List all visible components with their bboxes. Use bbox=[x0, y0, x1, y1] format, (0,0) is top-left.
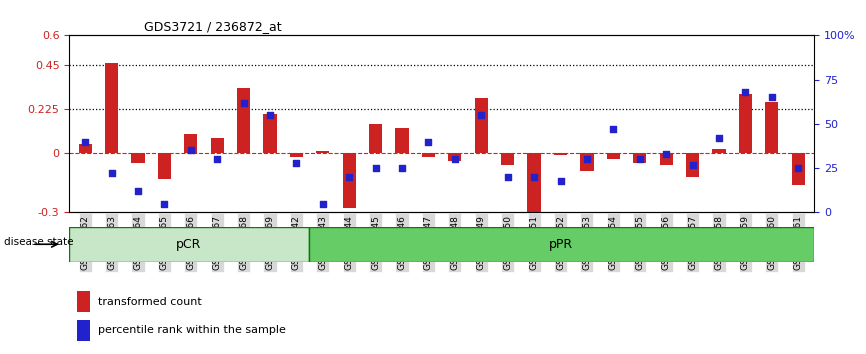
Point bbox=[369, 165, 383, 171]
Point bbox=[606, 126, 620, 132]
Point bbox=[792, 165, 805, 171]
Point bbox=[580, 156, 594, 162]
Point bbox=[395, 165, 409, 171]
Text: percentile rank within the sample: percentile rank within the sample bbox=[98, 325, 286, 335]
Point bbox=[158, 201, 171, 206]
Point bbox=[105, 171, 119, 176]
Text: pPR: pPR bbox=[549, 238, 573, 251]
Bar bbox=[554, 153, 567, 155]
Point bbox=[553, 178, 567, 183]
Bar bbox=[158, 153, 171, 179]
Bar bbox=[475, 98, 488, 153]
Text: GDS3721 / 236872_at: GDS3721 / 236872_at bbox=[144, 20, 281, 33]
Point bbox=[131, 188, 145, 194]
Point bbox=[527, 174, 541, 180]
Point bbox=[448, 156, 462, 162]
Bar bbox=[210, 138, 223, 153]
Bar bbox=[263, 114, 276, 153]
Bar bbox=[739, 95, 752, 153]
Text: disease state: disease state bbox=[4, 238, 74, 247]
Bar bbox=[237, 88, 250, 153]
Bar bbox=[132, 153, 145, 163]
Bar bbox=[290, 153, 303, 157]
Point bbox=[422, 139, 436, 144]
Text: pCR: pCR bbox=[177, 238, 202, 251]
Bar bbox=[449, 153, 462, 161]
Bar bbox=[77, 320, 90, 341]
Point bbox=[184, 148, 197, 153]
Bar bbox=[792, 153, 805, 185]
Bar bbox=[633, 153, 646, 163]
Bar bbox=[79, 144, 92, 153]
Point bbox=[289, 160, 303, 166]
Point bbox=[316, 201, 330, 206]
Bar bbox=[77, 291, 90, 312]
Text: transformed count: transformed count bbox=[98, 297, 201, 307]
Bar bbox=[660, 153, 673, 165]
Bar bbox=[422, 153, 435, 157]
Point bbox=[633, 156, 647, 162]
Point bbox=[659, 151, 673, 157]
Bar bbox=[316, 152, 329, 153]
Bar bbox=[343, 153, 356, 209]
Point bbox=[501, 174, 514, 180]
Bar bbox=[766, 102, 779, 153]
Point bbox=[686, 162, 700, 167]
Point bbox=[263, 112, 277, 118]
Point bbox=[342, 174, 356, 180]
Point bbox=[712, 135, 726, 141]
Point bbox=[765, 95, 779, 100]
Bar bbox=[308, 227, 814, 262]
Bar bbox=[105, 63, 118, 153]
Point bbox=[210, 156, 224, 162]
Bar bbox=[396, 128, 409, 153]
Bar bbox=[184, 134, 197, 153]
Bar bbox=[686, 153, 699, 177]
Point bbox=[236, 100, 250, 105]
Point bbox=[78, 139, 92, 144]
Bar bbox=[607, 153, 620, 159]
Bar bbox=[527, 153, 540, 216]
Bar bbox=[580, 153, 593, 171]
Bar bbox=[369, 124, 382, 153]
Bar bbox=[501, 153, 514, 165]
Bar bbox=[69, 227, 308, 262]
Point bbox=[475, 112, 488, 118]
Point bbox=[739, 89, 753, 95]
Bar bbox=[713, 149, 726, 153]
